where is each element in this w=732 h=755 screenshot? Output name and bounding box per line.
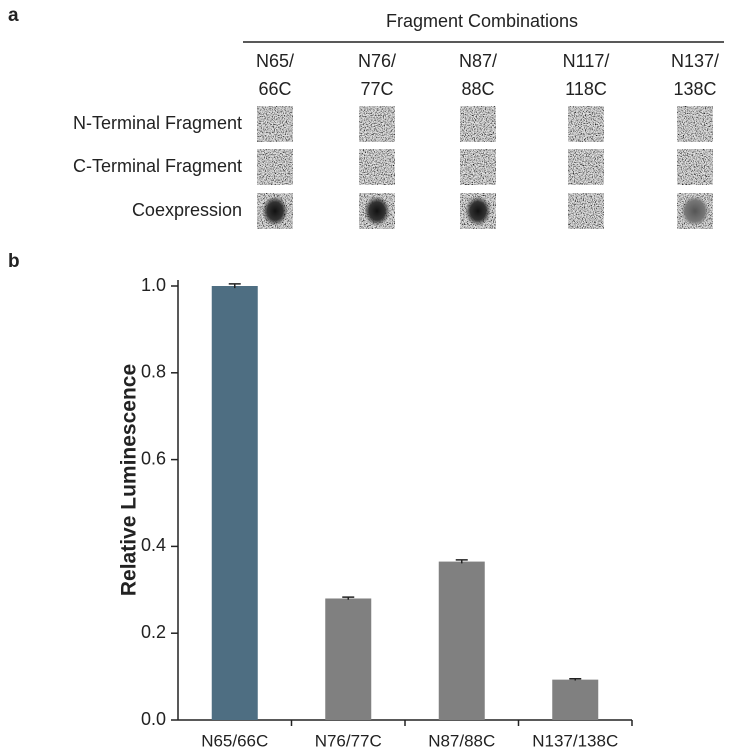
blot-image: [257, 106, 293, 142]
row-label: Coexpression: [132, 200, 242, 220]
bar: [211, 286, 258, 720]
blot-image: [359, 106, 395, 142]
column-label: 88C: [461, 79, 494, 99]
blot-image: [568, 106, 604, 142]
blot-image: [677, 106, 713, 142]
row-label: C-Terminal Fragment: [73, 156, 242, 176]
y-tick-label: 0.4: [141, 535, 166, 555]
column-label: 66C: [258, 79, 291, 99]
blot-image: [359, 149, 395, 185]
bar: [552, 679, 599, 720]
blot-image: [677, 149, 713, 185]
blot-spot: [681, 196, 709, 226]
row-label: N-Terminal Fragment: [73, 113, 242, 133]
column-label: N87/: [459, 51, 497, 71]
column-label: N117/: [563, 51, 610, 71]
column-label: 77C: [360, 79, 393, 99]
y-tick-label: 0.6: [141, 448, 166, 468]
error-bar: [455, 559, 468, 564]
panel-label: b: [8, 251, 20, 272]
y-axis-title: Relative Luminescence: [118, 364, 141, 596]
x-tick-label: N87/88C: [428, 731, 495, 750]
y-tick-label: 1.0: [141, 275, 166, 295]
error-bar: [228, 283, 241, 289]
column-label: N76/: [358, 51, 396, 71]
blot-spot: [262, 196, 288, 226]
y-tick-label: 0.0: [141, 709, 166, 729]
y-tick-label: 0.2: [141, 622, 166, 642]
blot-image: [460, 149, 496, 185]
bar: [325, 598, 372, 720]
column-label: N65/: [256, 51, 294, 71]
blot-image: [568, 193, 604, 229]
column-label: 118C: [565, 79, 607, 99]
error-bar: [342, 596, 355, 600]
panel-label: a: [8, 5, 19, 26]
header: Fragment Combinations: [386, 11, 578, 31]
error-bar: [569, 678, 582, 681]
x-tick-label: N137/138C: [532, 731, 618, 750]
blot-image: [460, 106, 496, 142]
x-tick-label: N65/66C: [201, 731, 268, 750]
y-tick-label: 0.8: [141, 362, 166, 382]
column-label: 138C: [673, 79, 716, 99]
blot-spot: [465, 196, 491, 226]
blot-image: [257, 149, 293, 185]
blot-spot: [364, 196, 390, 226]
x-tick-label: N76/77C: [315, 731, 382, 750]
bar: [438, 561, 485, 720]
column-label: N137/: [671, 51, 719, 71]
blot-image: [568, 149, 604, 185]
